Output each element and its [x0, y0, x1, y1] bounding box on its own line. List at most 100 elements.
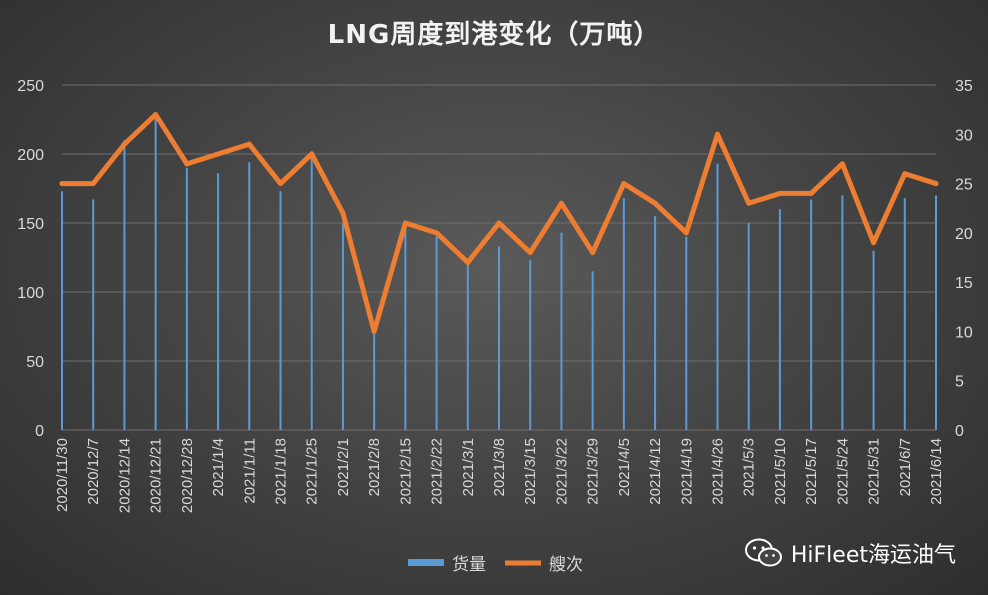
- bar: [591, 271, 594, 430]
- line-point: [621, 181, 627, 187]
- x-tick-label: 2021/2/1: [335, 438, 352, 496]
- bar: [123, 140, 126, 430]
- x-tick-label: 2021/6/14: [928, 438, 945, 505]
- legend-swatch-bar: [408, 559, 444, 566]
- line-point: [59, 181, 65, 187]
- x-tick-label: 2021/3/1: [460, 438, 477, 496]
- line-point: [777, 190, 783, 196]
- x-tick-label: 2021/2/22: [429, 438, 446, 505]
- x-tick-label: 2021/5/3: [741, 438, 758, 496]
- x-tick-label: 2021/4/5: [616, 438, 633, 496]
- line-point: [121, 141, 127, 147]
- line-point: [309, 151, 315, 157]
- bar: [61, 191, 63, 430]
- line-point: [839, 161, 845, 167]
- bar: [747, 223, 750, 430]
- line-point: [371, 328, 377, 334]
- bar: [716, 163, 719, 430]
- y-left-tick-label: 50: [26, 354, 44, 371]
- line-point: [340, 210, 346, 216]
- x-tick-label: 2021/1/4: [210, 438, 227, 496]
- y-right-tick-label: 15: [955, 275, 973, 292]
- bar: [185, 167, 188, 431]
- bar: [435, 236, 438, 430]
- x-tick-label: 2020/12/7: [85, 438, 102, 505]
- x-tick-label: 2021/3/8: [491, 438, 508, 496]
- line-point: [402, 220, 408, 226]
- x-tick-label: 2021/5/10: [772, 438, 789, 505]
- x-tick-label: 2020/12/14: [116, 438, 133, 513]
- y-right-tick-label: 0: [955, 423, 964, 440]
- y-left-tick-label: 100: [17, 285, 44, 302]
- bar: [529, 260, 532, 430]
- line-point: [808, 190, 814, 196]
- x-tick-label: 2020/11/30: [54, 438, 71, 512]
- y-left-tick-label: 0: [35, 423, 44, 440]
- x-tick-label: 2021/1/11: [241, 438, 258, 504]
- x-tick-label: 2021/2/15: [397, 438, 414, 505]
- y-right-tick-label: 10: [955, 324, 973, 341]
- bar: [404, 223, 407, 430]
- line-point: [465, 259, 471, 265]
- line-point: [590, 250, 596, 256]
- x-tick-label: 2020/12/21: [148, 438, 165, 513]
- line-point: [715, 131, 720, 137]
- bar: [498, 246, 500, 430]
- x-tick-label: 2021/3/15: [522, 438, 539, 505]
- bar: [560, 232, 563, 430]
- bar: [654, 216, 657, 430]
- line-point: [246, 141, 252, 147]
- bar: [248, 162, 251, 430]
- line-point: [90, 181, 96, 187]
- y-right-tick-label: 5: [955, 374, 964, 391]
- watermark-text: HiFleet海运油气: [790, 543, 956, 568]
- bar: [872, 250, 875, 430]
- line-point: [434, 230, 440, 236]
- line-point: [746, 200, 752, 206]
- x-tick-label: 2021/5/24: [834, 438, 851, 505]
- bar: [903, 198, 906, 430]
- y-right-tick-label: 35: [955, 78, 973, 95]
- watermark: HiFleet海运油气: [744, 537, 956, 569]
- bar: [279, 191, 282, 430]
- line-point: [558, 200, 564, 206]
- y-right-tick-label: 25: [955, 177, 973, 194]
- bar: [841, 195, 844, 430]
- bar: [778, 209, 781, 430]
- bar: [935, 195, 937, 430]
- bar: [685, 236, 688, 430]
- legend-label: 艘次: [549, 555, 583, 574]
- y-left-tick-label: 250: [17, 78, 44, 95]
- bar: [92, 199, 95, 430]
- bar: [810, 199, 813, 430]
- line-point: [871, 240, 877, 246]
- wechat-icon: [744, 538, 782, 567]
- x-tick-label: 2021/4/12: [647, 438, 664, 505]
- line-point: [652, 200, 658, 206]
- bar: [310, 151, 313, 431]
- bar: [373, 326, 376, 430]
- x-tick-label: 2021/2/8: [366, 438, 383, 496]
- y-left-tick-label: 200: [17, 147, 44, 164]
- line-point: [527, 250, 533, 256]
- y-left-tick-label: 150: [17, 216, 44, 233]
- x-tick-label: 2020/12/28: [179, 438, 196, 513]
- x-tick-label: 2021/1/18: [273, 438, 290, 505]
- y-right-tick-label: 20: [955, 226, 973, 243]
- line-point: [683, 230, 689, 236]
- x-tick-label: 2021/6/7: [897, 438, 914, 496]
- x-tick-label: 2021/3/29: [585, 438, 602, 505]
- bar: [154, 112, 157, 430]
- bar: [217, 173, 220, 430]
- legend-label: 货量: [452, 555, 486, 574]
- line-point: [902, 171, 908, 177]
- chart-title: LNG周度到港变化（万吨）: [327, 20, 661, 50]
- x-tick-label: 2021/4/19: [678, 438, 695, 505]
- y-right-tick-label: 30: [955, 127, 973, 144]
- bar: [466, 261, 469, 430]
- x-tick-label: 2021/1/25: [304, 438, 321, 505]
- x-tick-label: 2021/5/17: [803, 438, 820, 505]
- line-point: [153, 112, 159, 118]
